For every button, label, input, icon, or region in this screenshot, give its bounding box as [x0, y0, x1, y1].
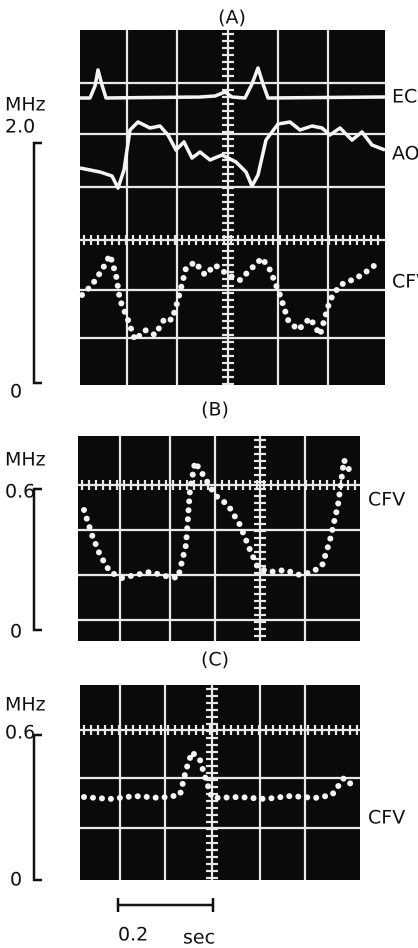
unit: MHz: [5, 694, 46, 716]
scale-bracket: [34, 489, 42, 630]
scale-top: 0.6: [5, 481, 35, 503]
time-scale: 0.2 sec: [118, 898, 215, 948]
trace-label: CFV: [392, 271, 418, 293]
trace-label: AOP: [392, 143, 418, 165]
scale-top: 0.6: [5, 722, 35, 744]
trace-label: CFV: [368, 489, 405, 511]
panel-c: (C) CFV MHz 0.6 0: [5, 649, 405, 891]
time-value: 0.2: [118, 924, 148, 946]
trace-label: CFV: [368, 807, 405, 829]
panel-label: (B): [201, 399, 229, 421]
scale-bracket: [34, 143, 42, 383]
panel-label: (A): [218, 7, 246, 29]
scale-bottom: 0: [10, 869, 22, 891]
panel-label: (C): [201, 649, 229, 671]
scale-top: 2.0: [5, 116, 35, 138]
panel-b: (B) CFV MHz 0.6 0: [5, 399, 405, 643]
figure: (A) ECG AOP CFV MHz 2.0 0 (B) CFV MHz 0.…: [0, 0, 418, 948]
scale-bottom: 0: [10, 381, 22, 403]
scale-bottom: 0: [10, 621, 22, 643]
trace-label: ECG: [392, 86, 418, 108]
scale-bracket: [34, 735, 42, 880]
panel-a: (A) ECG AOP CFV MHz 2.0 0: [5, 7, 418, 403]
time-bar: [118, 898, 213, 912]
screen: [80, 685, 360, 880]
time-unit: sec: [183, 927, 215, 948]
unit: MHz: [5, 449, 46, 471]
unit: MHz: [5, 94, 46, 116]
